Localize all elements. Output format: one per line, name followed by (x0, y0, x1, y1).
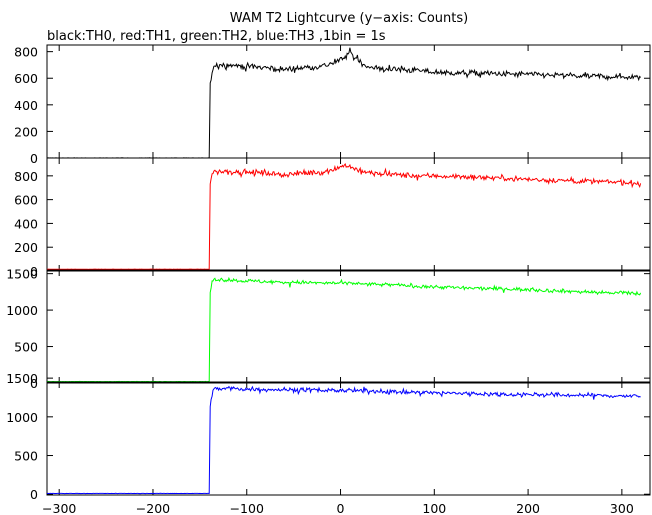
panel-frame (46, 381, 651, 496)
y-tick-label: 500 (14, 340, 38, 355)
panel-th0: 0 200 400 600 800 (14, 44, 651, 166)
y-tick-label: 0 (30, 487, 38, 502)
panel-frame (46, 157, 651, 272)
panels-group: 0200400600800020040060080005001000150005… (6, 44, 651, 515)
panel-th3: 0 500 1000 1500 −300 −200 −100 0 100 200 300 (6, 371, 651, 515)
y-tick-label: 400 (14, 98, 38, 113)
y-tick-label: 600 (14, 71, 38, 86)
y-tick-label: 1500 (6, 267, 38, 282)
chart-subtitle: black:TH0, red:TH1, green:TH2, blue:TH3 … (47, 29, 386, 44)
y-tick-label: 0 (30, 376, 38, 391)
panel-frame (46, 269, 651, 384)
y-tick-label: 1500 (6, 371, 38, 386)
series-line-th0 (47, 47, 641, 159)
chart-title: WAM T2 Lightcurve (y−axis: Counts) (230, 11, 468, 26)
y-tick-label: 600 (14, 193, 38, 208)
x-tick-label: −300 (42, 501, 76, 515)
y-tick-label: 200 (14, 240, 38, 255)
series-line-th1 (46, 162, 642, 270)
x-tick-label: 100 (422, 501, 446, 515)
y-tick-label: 400 (14, 216, 38, 231)
y-tick-label: 800 (14, 169, 38, 184)
series-line-th3 (46, 385, 641, 495)
y-tick-label: 500 (14, 449, 38, 464)
y-tick-label: 0 (30, 264, 38, 279)
panel-frame (46, 44, 651, 159)
panel-th2: 0 500 1000 1500 (6, 267, 651, 391)
series-line-th2 (47, 276, 642, 383)
y-tick-label: 1000 (6, 410, 38, 425)
x-tick-label: 200 (516, 501, 540, 515)
y-tick-label: 800 (14, 45, 38, 60)
x-tick-label: 0 (337, 501, 345, 515)
x-tick-label: 300 (610, 501, 634, 515)
panel-th1: 0 200 400 600 800 (14, 157, 651, 279)
y-tick-label: 200 (14, 124, 38, 139)
x-tick-label: −100 (230, 501, 264, 515)
y-tick-label: 0 (30, 151, 38, 166)
x-tick-label: −200 (136, 501, 170, 515)
y-tick-label: 1000 (6, 303, 38, 318)
